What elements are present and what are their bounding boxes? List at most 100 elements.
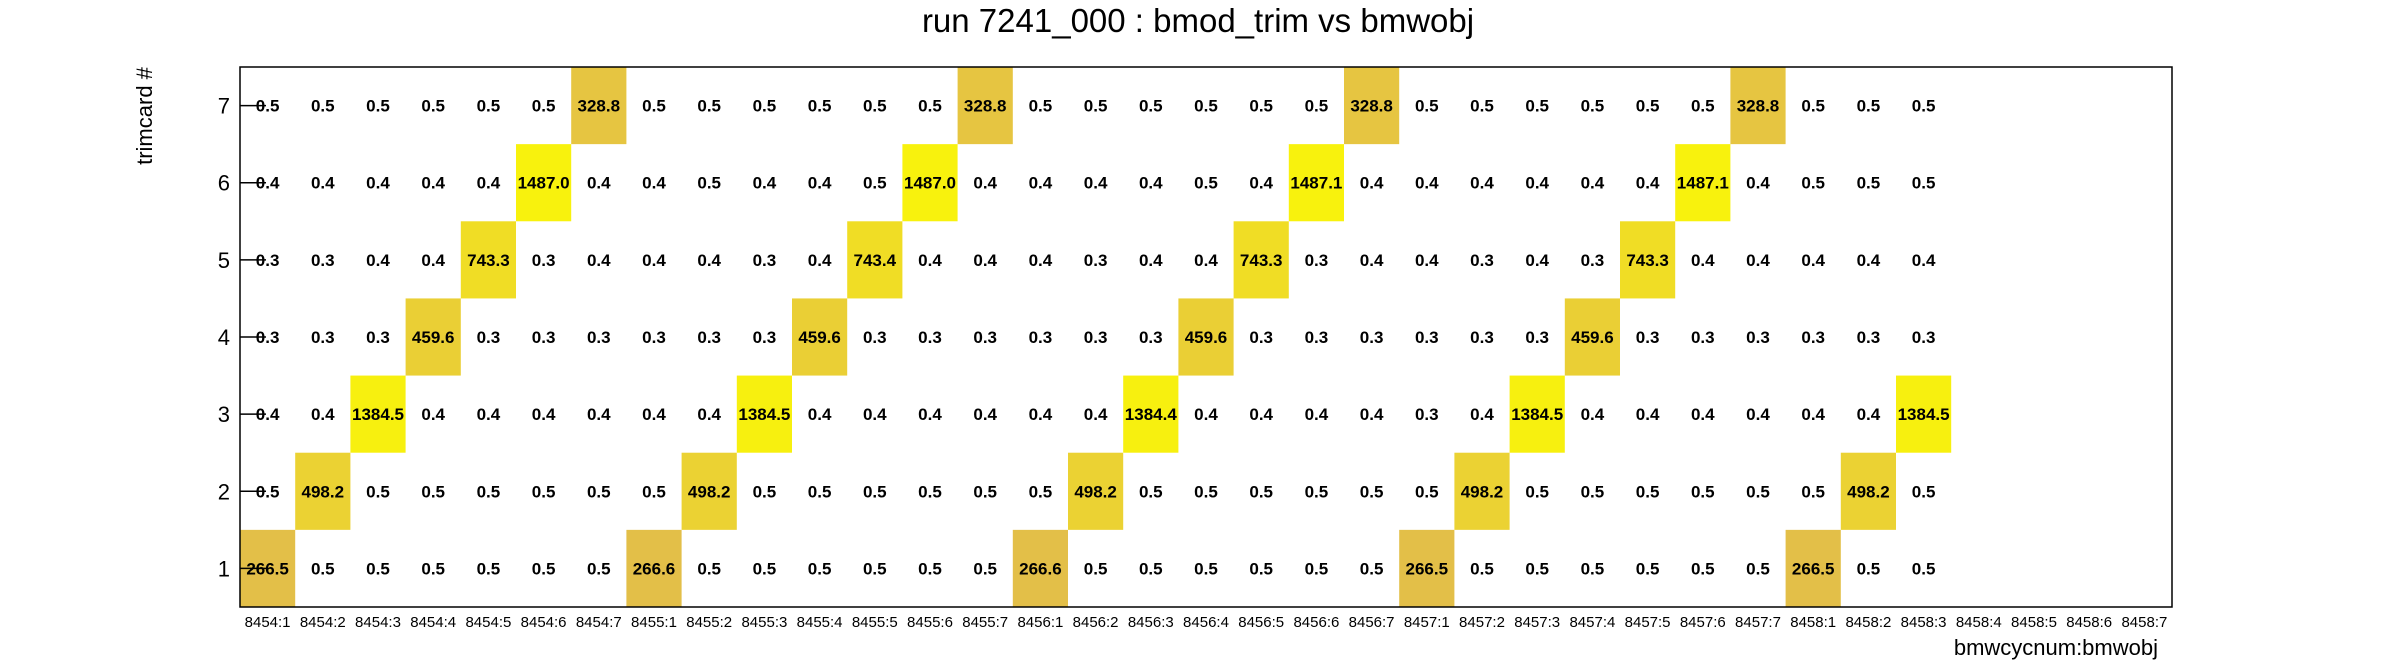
cell-value-label: 0.4: [808, 405, 832, 424]
cell-value-label: 0.5: [1305, 559, 1329, 578]
cell-value-label: 328.8: [578, 97, 621, 116]
cell-value-label: 0.4: [1525, 251, 1549, 270]
cell-value-label: 0.5: [1857, 559, 1881, 578]
cell-value-label: 0.5: [587, 482, 611, 501]
heatmap-cell: [1123, 375, 1179, 453]
y-tick-label: 5: [218, 248, 230, 273]
cell-value-label: 0.4: [532, 405, 556, 424]
x-tick-label: 8456:2: [1073, 614, 1119, 631]
cell-value-label: 0.4: [311, 405, 335, 424]
cell-value-label: 0.3: [256, 251, 280, 270]
x-tick-label: 8454:2: [300, 614, 346, 631]
heatmap-cell: [736, 375, 792, 453]
heatmap-cell: [1840, 452, 1896, 530]
cell-value-label: 0.4: [1139, 174, 1163, 193]
cell-value-label: 0.5: [863, 97, 887, 116]
cell-value-label: 0.4: [1470, 405, 1494, 424]
cell-value-label: 0.5: [642, 97, 666, 116]
cell-value-label: 0.4: [421, 251, 445, 270]
cell-value-label: 0.4: [587, 251, 611, 270]
heatmap-cell: [516, 144, 572, 222]
cell-value-label: 0.3: [1305, 251, 1329, 270]
cell-value-label: 459.6: [412, 328, 455, 347]
cell-value-label: 0.5: [1912, 174, 1936, 193]
x-tick-label: 8454:7: [576, 614, 622, 631]
cell-value-label: 0.5: [1194, 174, 1218, 193]
cell-value-label: 0.4: [753, 174, 777, 193]
cell-value-label: 0.4: [1415, 174, 1439, 193]
cell-value-label: 328.8: [1737, 97, 1780, 116]
y-tick-label: 6: [218, 171, 230, 196]
cell-value-label: 0.5: [1305, 482, 1329, 501]
cell-value-label: 0.4: [697, 405, 721, 424]
cell-value-label: 0.3: [587, 328, 611, 347]
cell-value-label: 0.4: [1029, 251, 1053, 270]
heatmap-cell: [1344, 67, 1400, 145]
heatmap-cell: [902, 144, 958, 222]
cell-value-label: 0.5: [1139, 97, 1163, 116]
cell-value-label: 0.5: [697, 559, 721, 578]
x-tick-label: 8454:5: [465, 614, 511, 631]
cell-value-label: 0.4: [1746, 174, 1770, 193]
cell-value-label: 0.5: [973, 482, 997, 501]
x-axis-ticks: 8454:1 8454:2 8454:3 8454:4 8454:5 8454:6 8454…: [245, 614, 2168, 631]
cell-value-label: 0.4: [421, 174, 445, 193]
cell-value-label: 0.3: [1691, 328, 1715, 347]
y-tick-label: 1: [218, 556, 230, 581]
cell-value-label: 0.5: [421, 482, 445, 501]
cell-value-label: 498.2: [302, 482, 345, 501]
cell-value-label: 1384.5: [738, 405, 790, 424]
cell-value-label: 0.5: [1194, 482, 1218, 501]
cell-value-label: 0.5: [973, 559, 997, 578]
cell-value-label: 0.3: [1746, 328, 1770, 347]
cell-value-label: 266.6: [633, 559, 676, 578]
cell-value-label: 0.5: [1912, 97, 1936, 116]
cell-value-label: 0.5: [311, 97, 335, 116]
heatmap-cell: [1178, 298, 1234, 376]
cell-value-label: 0.3: [1525, 328, 1549, 347]
cell-value-label: 0.4: [1525, 174, 1549, 193]
cell-value-label: 328.8: [964, 97, 1007, 116]
x-tick-label: 8458:3: [1901, 614, 1947, 631]
cell-value-label: 498.2: [1847, 482, 1890, 501]
cell-value-label: 0.5: [808, 97, 832, 116]
cell-value-label: 0.5: [256, 97, 280, 116]
cell-value-label: 0.4: [477, 174, 501, 193]
x-tick-label: 8458:7: [2121, 614, 2167, 631]
cell-value-label: 0.3: [1857, 328, 1881, 347]
cell-value-label: 0.5: [1525, 482, 1549, 501]
cell-value-label: 0.4: [1029, 405, 1053, 424]
cell-value-label: 1384.5: [1511, 405, 1563, 424]
x-tick-label: 8457:6: [1680, 614, 1726, 631]
cell-value-label: 0.5: [642, 482, 666, 501]
cell-value-label: 0.4: [1360, 174, 1384, 193]
heatmap-cells: [240, 67, 1952, 607]
cell-value-label: 0.3: [256, 328, 280, 347]
cell-value-label: 0.3: [973, 328, 997, 347]
cell-value-label: 0.4: [1029, 174, 1053, 193]
cell-value-label: 1487.0: [518, 174, 570, 193]
cell-value-label: 0.3: [1029, 328, 1053, 347]
cell-value-label: 0.3: [477, 328, 501, 347]
cell-value-label: 0.5: [1912, 559, 1936, 578]
cell-value-label: 0.3: [642, 328, 666, 347]
cell-value-label: 0.5: [532, 559, 556, 578]
cell-value-label: 1487.0: [904, 174, 956, 193]
cell-value-label: 0.5: [1581, 482, 1605, 501]
heatmap-cell: [1730, 67, 1786, 145]
cell-value-label: 0.4: [973, 251, 997, 270]
cell-value-label: 0.3: [1801, 328, 1825, 347]
x-tick-label: 8457:3: [1514, 614, 1560, 631]
x-tick-label: 8456:6: [1293, 614, 1339, 631]
cell-value-label: 0.4: [477, 405, 501, 424]
cell-value-label: 0.5: [1636, 97, 1660, 116]
cell-value-label: 1487.1: [1677, 174, 1729, 193]
cell-value-label: 1487.1: [1290, 174, 1342, 193]
x-tick-label: 8456:7: [1349, 614, 1395, 631]
cell-value-label: 0.4: [587, 174, 611, 193]
cell-value-label: 0.5: [1691, 97, 1715, 116]
cell-value-label: 0.5: [863, 482, 887, 501]
cell-value-label: 266.6: [1019, 559, 1062, 578]
x-tick-label: 8455:1: [631, 614, 677, 631]
cell-value-label: 0.4: [642, 405, 666, 424]
